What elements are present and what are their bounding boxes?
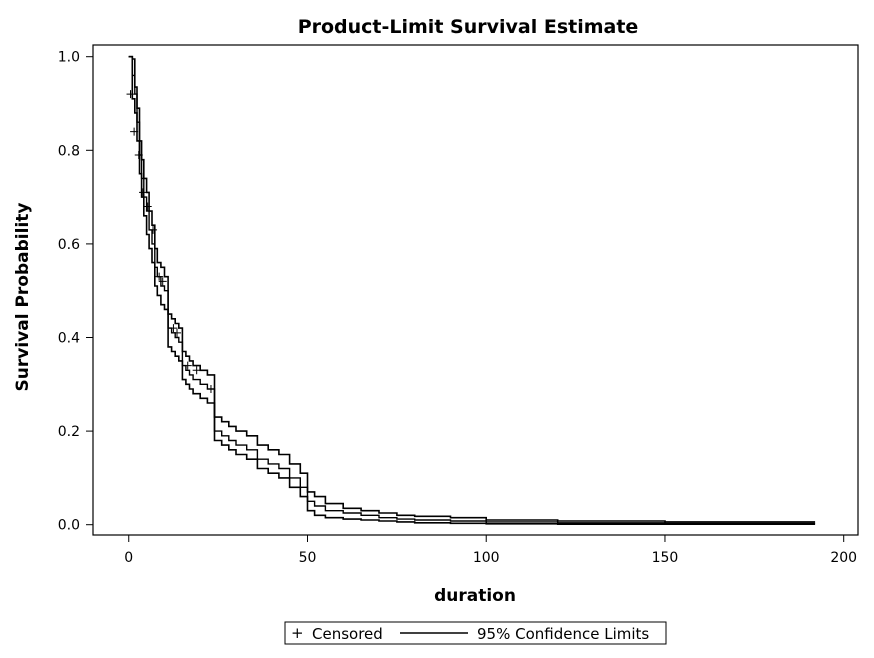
- censored-marker: [158, 277, 167, 286]
- x-tick-label-100: 100: [473, 550, 500, 566]
- y-axis: 0.0 0.2 0.4 0.6 0.8 1.0: [58, 50, 93, 534]
- x-tick-label-0: 0: [124, 550, 133, 566]
- y-axis-title: Survival Probability: [13, 203, 33, 392]
- y-tick-label-0.0: 0.0: [58, 518, 80, 534]
- censored-marker: [206, 384, 215, 393]
- censored-marker: [183, 361, 192, 370]
- x-axis: 0 50 100 150 200: [124, 535, 857, 566]
- censored-marker: [126, 90, 135, 99]
- legend-ci-label: 95% Confidence Limits: [477, 625, 649, 643]
- plot-area: [128, 55, 816, 525]
- y-tick-label-0.2: 0.2: [58, 424, 80, 440]
- legend-box: [284, 621, 667, 645]
- censored-marker: [173, 328, 182, 337]
- plot-frame: [92, 44, 859, 536]
- legend-censored-label: Censored: [312, 625, 383, 643]
- x-tick-label-50: 50: [299, 550, 317, 566]
- censored-marker: [139, 188, 148, 197]
- y-tick-label-1.0: 1.0: [58, 50, 80, 66]
- series-lower-limit: [128, 55, 816, 525]
- x-tick-label-150: 150: [652, 550, 679, 566]
- x-tick-label-200: 200: [830, 550, 857, 566]
- censored-marker: [143, 202, 152, 211]
- y-tick-label-0.8: 0.8: [58, 143, 80, 159]
- x-axis-title: duration: [434, 586, 516, 606]
- series-upper-limit: [128, 55, 816, 523]
- censored-marker: [192, 366, 201, 375]
- censored-marker: [134, 150, 143, 159]
- y-tick-label-0.6: 0.6: [58, 237, 80, 253]
- legend: + Censored 95% Confidence Limits: [284, 621, 667, 645]
- y-tick-label-0.4: 0.4: [58, 331, 80, 347]
- censored-marker: [130, 127, 139, 136]
- series-estimate: [128, 56, 816, 524]
- censored-markers: [126, 90, 215, 393]
- censored-marker: [149, 225, 158, 234]
- censored-marker: [155, 272, 164, 281]
- chart-title: Product-Limit Survival Estimate: [298, 16, 639, 38]
- legend-censored-marker: +: [291, 624, 304, 642]
- censored-marker: [169, 324, 178, 333]
